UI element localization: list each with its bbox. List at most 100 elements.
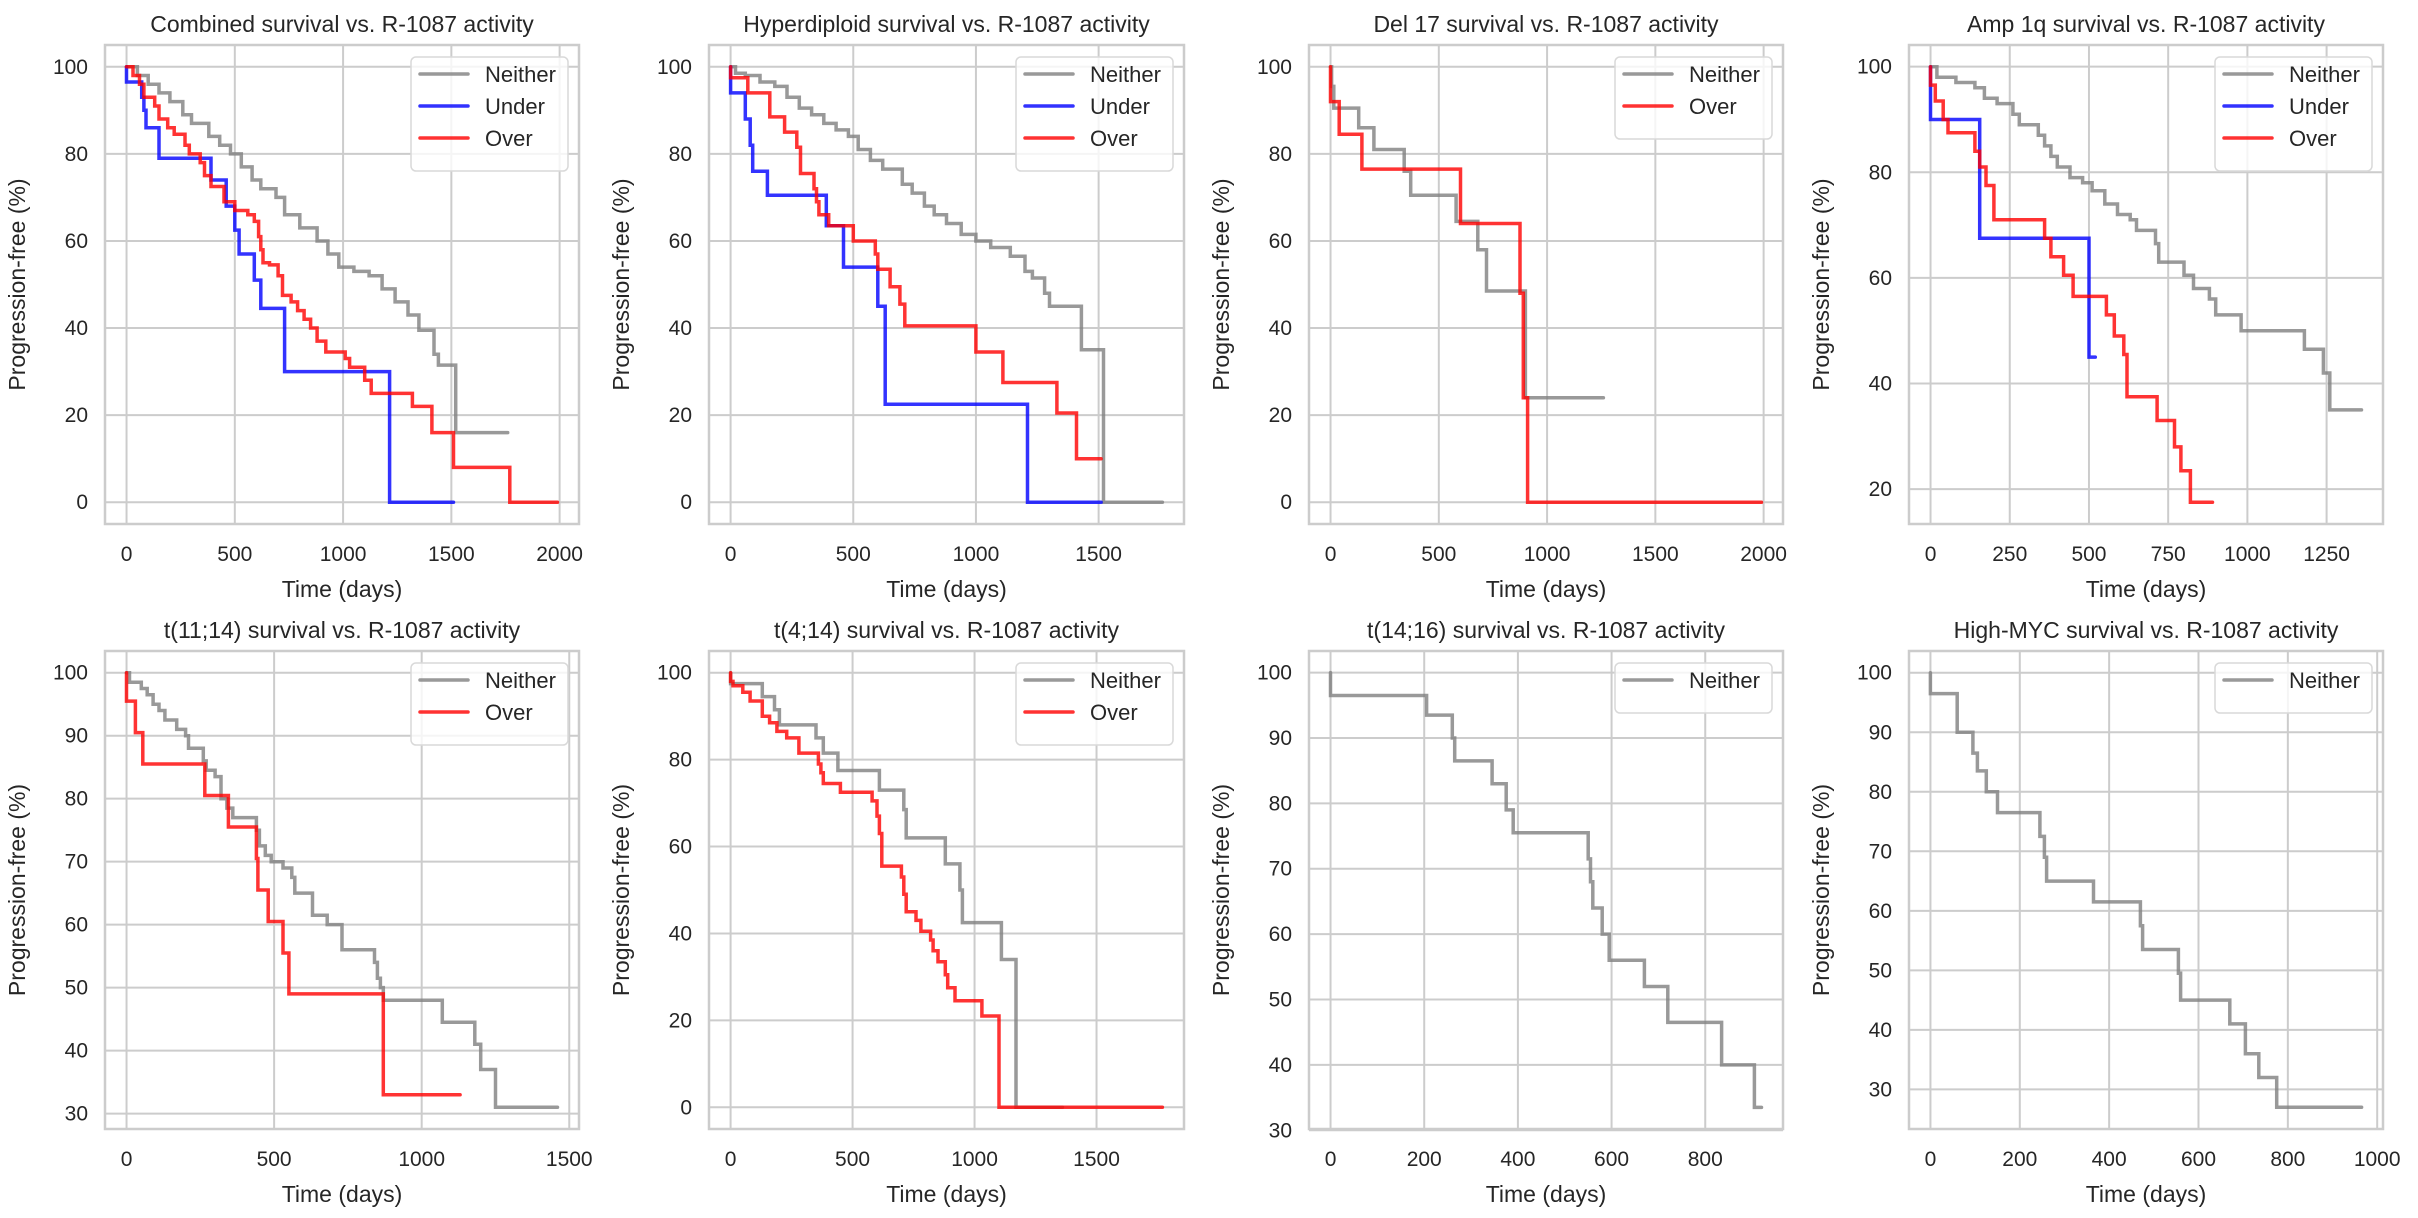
legend-label: Neither — [1689, 62, 1760, 87]
y-tick-label: 20 — [669, 404, 692, 427]
y-tick-label: 100 — [53, 56, 88, 79]
km-curve-neither — [728, 670, 1065, 1110]
y-tick-label: 50 — [1869, 959, 1892, 982]
x-axis-label: Time (days) — [2086, 576, 2207, 602]
x-tick-label: 1000 — [951, 1148, 998, 1171]
axes-frame — [1907, 43, 2385, 526]
x-tick-label: 1000 — [2354, 1148, 2401, 1171]
y-tick-label: 80 — [669, 749, 692, 772]
series-group — [1928, 64, 2364, 505]
x-tick-label: 1500 — [1632, 543, 1679, 566]
y-axis-label: Progression-free (%) — [1808, 784, 1834, 996]
x-tick-label: 1500 — [1075, 543, 1122, 566]
y-tick-label: 60 — [1869, 267, 1892, 290]
gridlines — [1309, 651, 1783, 1132]
x-tick-label: 2000 — [1740, 543, 1787, 566]
x-axis-label: Time (days) — [1486, 576, 1607, 602]
km-curve-neither — [1928, 670, 2364, 1110]
gridlines — [1909, 651, 2383, 1129]
chart-title: t(4;14) survival vs. R-1087 activity — [774, 617, 1120, 643]
plot-area — [1309, 651, 1783, 1129]
panel-del17: 0 500 1000 1500 2000 0 20 40 60 80 100 Del 17 survi… — [1208, 11, 1787, 602]
x-tick-label: 800 — [2270, 1148, 2305, 1171]
legend-label: Over — [1689, 94, 1737, 119]
y-tick-label: 60 — [1269, 923, 1292, 946]
y-tick-label: 30 — [1869, 1078, 1892, 1101]
panel-hyperdiploid: 0 500 1000 1500 0 20 40 60 80 100 Hyperdiploid sur… — [608, 11, 1186, 602]
km-curve-over — [1328, 65, 1764, 504]
y-tick-label: 30 — [1269, 1119, 1292, 1142]
km-curve-over — [1928, 64, 2215, 505]
y-tick-label: 60 — [65, 230, 88, 253]
series-group — [728, 670, 1165, 1110]
y-tick-label: 80 — [1269, 143, 1292, 166]
x-tick-label: 1500 — [1073, 1148, 1120, 1171]
axes-frame — [1307, 649, 1785, 1131]
y-tick-label: 20 — [1869, 478, 1892, 501]
y-tick-label: 40 — [669, 317, 692, 340]
y-tick-label: 50 — [1269, 989, 1292, 1012]
y-tick-label: 90 — [1269, 727, 1292, 750]
x-tick-label: 1500 — [546, 1148, 593, 1171]
legend: Neither Over — [1614, 56, 1773, 140]
y-tick-label: 100 — [1257, 56, 1292, 79]
x-axis-label: Time (days) — [886, 576, 1007, 602]
x-tick-label: 500 — [2071, 543, 2106, 566]
x-tick-label: 500 — [1421, 543, 1456, 566]
y-tick-label: 20 — [669, 1009, 692, 1032]
legend-box — [2214, 56, 2373, 172]
y-tick-label: 60 — [65, 914, 88, 937]
axes-frame — [707, 649, 1186, 1131]
legend-label: Over — [1090, 126, 1138, 151]
chart-title: Del 17 survival vs. R-1087 activity — [1373, 11, 1719, 37]
x-axis-label: Time (days) — [1486, 1181, 1607, 1207]
legend-label: Over — [485, 126, 533, 151]
x-tick-label: 400 — [1500, 1148, 1535, 1171]
legend-label: Under — [2289, 94, 2349, 119]
y-tick-label: 0 — [1280, 491, 1292, 514]
series-group — [1328, 65, 1764, 504]
panel-high-myc: 0 200 400 600 800 1000 30 40 50 60 70 80 90 100 High-M… — [1808, 617, 2401, 1207]
km-curve-over — [728, 65, 1103, 461]
y-tick-label: 40 — [1869, 1019, 1892, 1042]
series-group — [1928, 670, 2364, 1110]
y-tick-label: 90 — [65, 725, 88, 748]
km-curve-neither — [728, 65, 1165, 504]
legend-box — [410, 56, 569, 172]
y-tick-label: 40 — [1269, 1054, 1292, 1077]
chart-title: Combined survival vs. R-1087 activity — [150, 11, 534, 37]
x-tick-label: 1250 — [2303, 543, 2350, 566]
x-tick-label: 2000 — [536, 543, 583, 566]
y-tick-label: 80 — [1869, 781, 1892, 804]
x-tick-label: 500 — [836, 543, 871, 566]
panel-amp1q: 0 250 500 750 1000 1250 20 40 60 80 100 Amp 1q surv… — [1808, 11, 2385, 602]
y-tick-label: 40 — [669, 922, 692, 945]
y-tick-label: 70 — [65, 851, 88, 874]
x-tick-label: 800 — [1688, 1148, 1723, 1171]
legend-label: Neither — [485, 62, 556, 87]
x-tick-label: 0 — [1325, 543, 1337, 566]
series-group — [1328, 670, 1764, 1110]
x-tick-label: 500 — [835, 1148, 870, 1171]
x-tick-label: 600 — [2181, 1148, 2216, 1171]
x-tick-label: 400 — [2092, 1148, 2127, 1171]
chart-title: t(14;16) survival vs. R-1087 activity — [1367, 617, 1725, 643]
x-axis-label: Time (days) — [282, 576, 403, 602]
y-tick-label: 80 — [669, 143, 692, 166]
x-tick-label: 1000 — [953, 543, 1000, 566]
y-tick-label: 100 — [657, 56, 692, 79]
x-tick-label: 200 — [1407, 1148, 1442, 1171]
y-axis-label: Progression-free (%) — [608, 784, 634, 996]
km-curve-under — [728, 65, 1103, 504]
x-tick-label: 0 — [1925, 1148, 1937, 1171]
x-tick-label: 0 — [725, 543, 737, 566]
km-curve-neither — [124, 670, 560, 1110]
y-tick-label: 60 — [1269, 230, 1292, 253]
legend-label: Neither — [1090, 668, 1161, 693]
y-tick-label: 60 — [669, 836, 692, 859]
axes-frame — [1907, 649, 2385, 1131]
legend: Neither Over — [410, 662, 569, 746]
panel-t11-14: 0 500 1000 1500 30 40 50 60 70 80 90 100 t(11;14) su… — [4, 617, 593, 1207]
legend-label: Under — [485, 94, 545, 119]
